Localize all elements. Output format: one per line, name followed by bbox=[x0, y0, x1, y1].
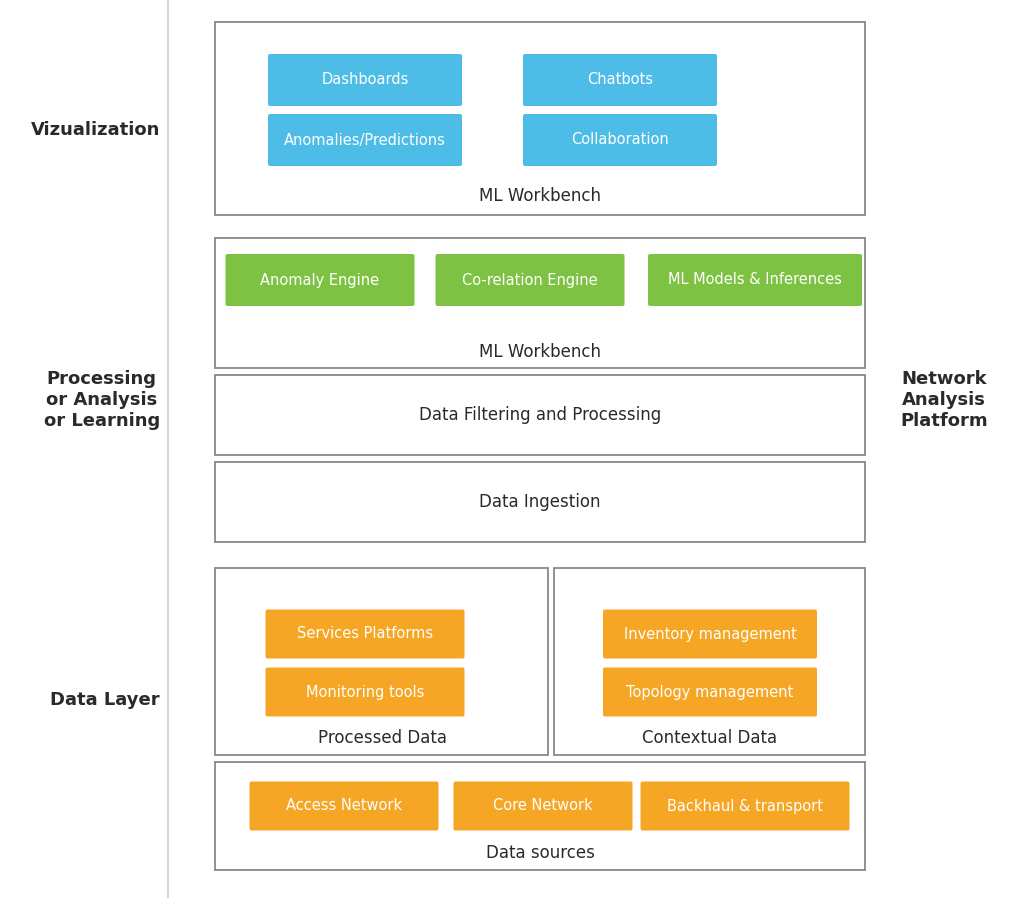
FancyBboxPatch shape bbox=[268, 114, 462, 166]
FancyBboxPatch shape bbox=[454, 781, 633, 831]
FancyBboxPatch shape bbox=[603, 667, 817, 717]
Bar bbox=[215, 762, 865, 870]
Text: Access Network: Access Network bbox=[286, 798, 402, 814]
Text: Co-relation Engine: Co-relation Engine bbox=[462, 272, 598, 287]
FancyBboxPatch shape bbox=[225, 254, 415, 306]
Bar bbox=[215, 462, 865, 542]
Text: Data Ingestion: Data Ingestion bbox=[479, 493, 601, 511]
FancyBboxPatch shape bbox=[523, 114, 717, 166]
Text: Collaboration: Collaboration bbox=[571, 133, 669, 147]
FancyBboxPatch shape bbox=[603, 610, 817, 658]
Text: Dashboards: Dashboards bbox=[322, 73, 409, 87]
FancyBboxPatch shape bbox=[435, 254, 625, 306]
Text: ML Models & Inferences: ML Models & Inferences bbox=[668, 272, 842, 287]
Text: Network
Analysis
Platform: Network Analysis Platform bbox=[900, 370, 987, 430]
Text: Anomaly Engine: Anomaly Engine bbox=[260, 272, 380, 287]
Text: Anomalies/Predictions: Anomalies/Predictions bbox=[284, 133, 445, 147]
Bar bbox=[554, 568, 865, 755]
Bar bbox=[215, 568, 548, 755]
Text: Processing
or Analysis
or Learning: Processing or Analysis or Learning bbox=[44, 370, 160, 430]
Text: Data Layer: Data Layer bbox=[50, 691, 160, 709]
Bar bbox=[215, 238, 865, 368]
Bar bbox=[215, 22, 865, 215]
Bar bbox=[215, 375, 865, 455]
FancyBboxPatch shape bbox=[250, 781, 438, 831]
Text: Services Platforms: Services Platforms bbox=[297, 627, 433, 641]
Text: Chatbots: Chatbots bbox=[587, 73, 653, 87]
Text: Data Filtering and Processing: Data Filtering and Processing bbox=[419, 406, 662, 424]
FancyBboxPatch shape bbox=[640, 781, 850, 831]
Text: Inventory management: Inventory management bbox=[624, 627, 797, 641]
Text: Monitoring tools: Monitoring tools bbox=[306, 684, 424, 700]
Text: Processed Data: Processed Data bbox=[317, 729, 446, 747]
Text: Vizualization: Vizualization bbox=[31, 121, 160, 139]
Text: ML Workbench: ML Workbench bbox=[479, 187, 601, 205]
Text: Contextual Data: Contextual Data bbox=[642, 729, 777, 747]
FancyBboxPatch shape bbox=[265, 610, 465, 658]
Text: Data sources: Data sources bbox=[485, 844, 595, 862]
Text: Core Network: Core Network bbox=[494, 798, 593, 814]
FancyBboxPatch shape bbox=[268, 54, 462, 106]
Text: Backhaul & transport: Backhaul & transport bbox=[667, 798, 823, 814]
Text: Topology management: Topology management bbox=[627, 684, 794, 700]
Text: ML Workbench: ML Workbench bbox=[479, 343, 601, 361]
FancyBboxPatch shape bbox=[523, 54, 717, 106]
FancyBboxPatch shape bbox=[648, 254, 862, 306]
FancyBboxPatch shape bbox=[265, 667, 465, 717]
